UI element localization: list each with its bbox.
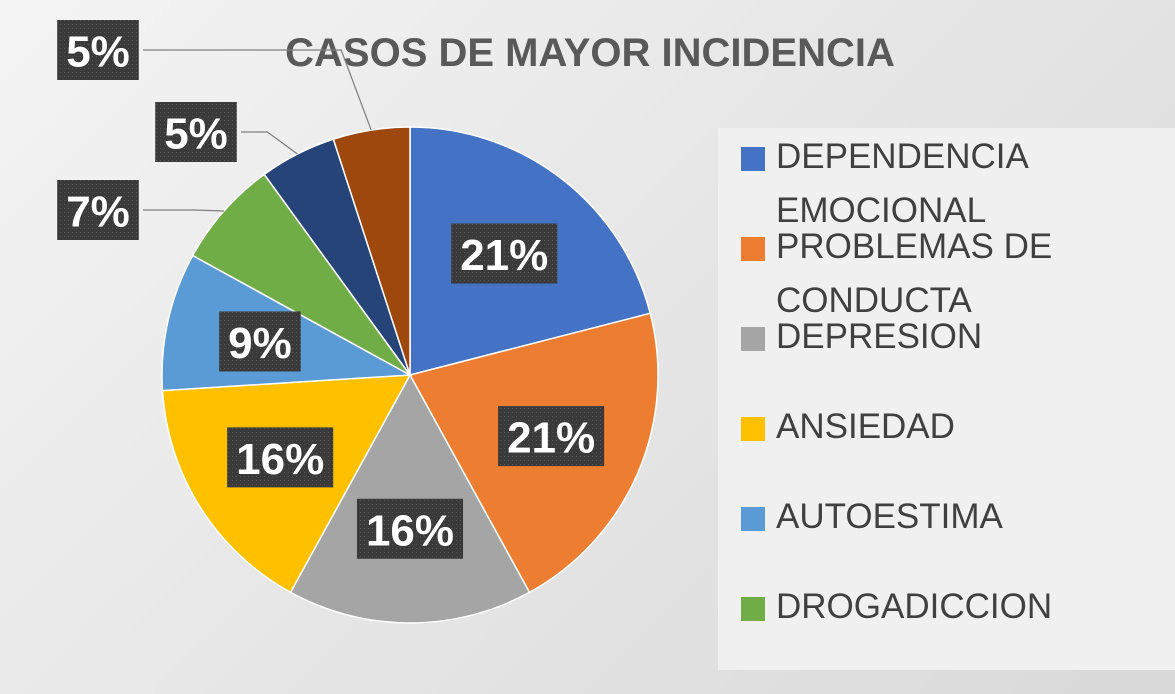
data-label: 7% [66, 188, 130, 237]
data-label: 21% [507, 414, 595, 463]
data-label-box [227, 427, 334, 488]
legend-label: ANSIEDAD [776, 407, 955, 446]
pie-slice [332, 126, 411, 376]
legend-item: DROGADICCION [741, 580, 1076, 670]
legend-swatch [741, 597, 765, 621]
data-label-group: 7% [57, 180, 139, 240]
data-label-box [356, 498, 464, 559]
legend-item: ANSIEDAD [741, 400, 1076, 490]
legend: DEPENDENCIA EMOCIONAL PROBLEMAS DE CONDUC… [718, 128, 1175, 670]
data-label-box [219, 311, 301, 372]
data-label-group: 21% [451, 223, 558, 284]
data-label: 16% [236, 435, 324, 484]
legend-label: DROGADICCION [776, 587, 1053, 626]
data-label-group: 5% [57, 20, 139, 80]
data-label-group: 9% [219, 311, 301, 372]
legend-item: AUTOESTIMA [741, 490, 1076, 580]
data-label-box [57, 180, 139, 240]
data-label-box [498, 406, 605, 467]
legend-swatch [741, 327, 765, 351]
legend-label: AUTOESTIMA [776, 497, 1003, 536]
legend-swatch [741, 147, 765, 171]
legend-swatch [741, 237, 765, 261]
legend-label: PROBLEMAS DE CONDUCTA [776, 227, 1053, 320]
legend-item: PROBLEMAS DE CONDUCTA [741, 220, 1076, 320]
data-label-box [57, 20, 139, 80]
data-label-group: 5% [155, 102, 237, 162]
data-label-box [155, 102, 237, 162]
chart-title: CASOS DE MAYOR INCIDENCIA [285, 31, 895, 75]
legend-swatch [741, 507, 765, 531]
leader-line [241, 131, 298, 155]
legend-swatch [741, 417, 765, 441]
legend-item: DEPRESION [741, 310, 1076, 400]
data-label: 5% [164, 110, 228, 159]
data-label: 16% [366, 506, 454, 555]
legend-item: DEPENDENCIA EMOCIONAL [741, 130, 1076, 230]
data-label: 9% [228, 319, 292, 368]
data-label: 5% [66, 28, 130, 77]
leader-line [143, 49, 372, 131]
leader-line [143, 209, 224, 212]
data-label-group: 16% [356, 498, 464, 559]
legend-label: DEPRESION [776, 317, 983, 356]
data-label-group: 21% [498, 406, 605, 467]
pie-slice [191, 173, 411, 376]
legend-label: DEPENDENCIA EMOCIONAL [776, 137, 1027, 230]
data-label: 21% [460, 231, 548, 280]
data-label-box [451, 223, 558, 284]
data-label-group: 16% [227, 427, 334, 488]
